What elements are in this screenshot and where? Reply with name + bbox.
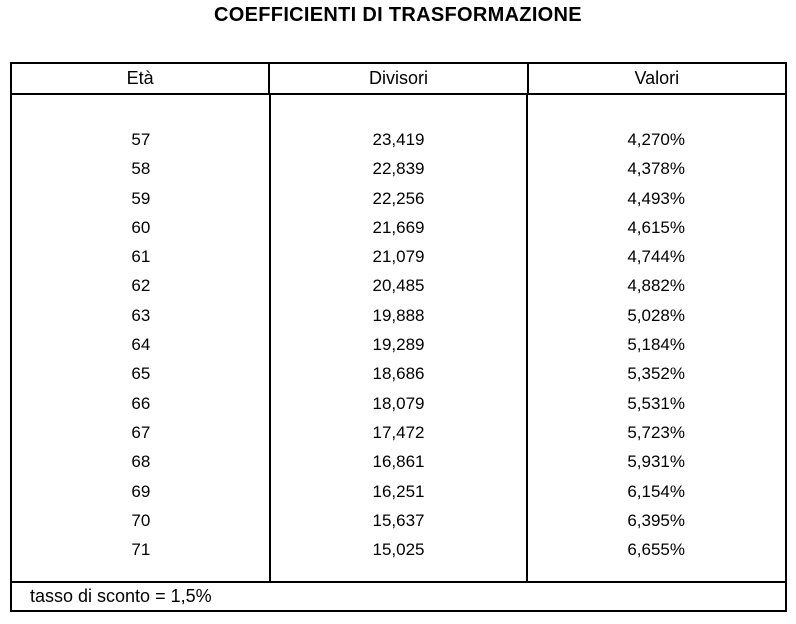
valore-cell: 4,744% [627, 247, 686, 267]
table-row: 68 16,861 5,931% [12, 447, 785, 476]
page-title: COEFFICIENTI DI TRASFORMAZIONE [214, 4, 582, 26]
valore-cell: 4,270% [627, 130, 686, 149]
eta-cell: 58 [131, 159, 151, 179]
divisore-cell: 17,472 [372, 422, 425, 442]
table-body-rows: 57 23,419 4,270% 58 22,839 4,378% 59 22,256 4,49… [12, 95, 785, 581]
valore-cell: 5,931% [627, 452, 686, 472]
eta-cell: 60 [131, 217, 151, 237]
header-cell-divisori: Divisori [268, 64, 526, 93]
eta-cell: 69 [131, 481, 151, 501]
divisore-cell: 21,079 [372, 247, 425, 267]
valore-cell: 6,655% [627, 540, 686, 560]
valore-cell: 5,028% [627, 305, 686, 325]
table-row: 67 17,472 5,723% [12, 418, 785, 447]
eta-cell: 65 [131, 364, 151, 384]
column-divider [268, 95, 271, 581]
divisore-cell: 19,888 [372, 305, 425, 325]
divisore-cell: 16,251 [372, 481, 425, 501]
divisore-cell: 15,025 [372, 540, 425, 560]
column-divider [526, 95, 529, 581]
header-cell-valori: Valori [526, 64, 785, 93]
table-row: 59 22,256 4,493% [12, 184, 785, 213]
table-row: 61 21,079 4,744% [12, 242, 785, 271]
coefficients-table: Età Divisori Valori 57 23,419 4,270% 58 22,8… [10, 62, 787, 612]
valore-cell: 5,723% [627, 422, 686, 442]
divisore-cell: 15,637 [372, 510, 425, 530]
table-row: 62 20,485 4,882% [12, 271, 785, 300]
eta-cell: 68 [131, 452, 151, 472]
divisore-cell: 18,079 [372, 393, 425, 413]
table-footer-discount-rate: tasso di sconto = 1,5% [12, 581, 785, 608]
eta-cell: 67 [131, 422, 151, 442]
eta-cell: 63 [131, 305, 151, 325]
eta-cell: 61 [131, 247, 151, 267]
divisore-cell: 21,669 [372, 217, 425, 237]
valore-cell: 5,352% [627, 364, 686, 384]
valore-cell: 5,184% [627, 335, 686, 355]
table-row: 64 19,289 5,184% [12, 330, 785, 359]
table-row: 71 15,025 6,655% [12, 535, 785, 564]
valore-cell: 6,395% [627, 510, 686, 530]
eta-cell: 66 [131, 393, 151, 413]
valore-cell: 4,493% [627, 188, 686, 208]
table-row: 60 21,669 4,615% [12, 213, 785, 242]
valore-cell: 4,615% [627, 217, 686, 237]
table-row: 58 22,839 4,378% [12, 154, 785, 183]
table-row: 69 16,251 6,154% [12, 477, 785, 506]
eta-cell: 70 [131, 510, 151, 530]
eta-cell: 59 [131, 188, 151, 208]
table-row: 70 15,637 6,395% [12, 506, 785, 535]
valore-cell: 5,531% [627, 393, 686, 413]
divisore-cell: 23,419 [372, 130, 425, 149]
table-row: 57 23,419 4,270% [12, 125, 785, 154]
divisore-cell: 20,485 [372, 276, 425, 296]
valore-cell: 4,378% [627, 159, 686, 179]
table-row: 66 18,079 5,531% [12, 389, 785, 418]
divisore-cell: 19,289 [372, 335, 425, 355]
eta-cell: 62 [131, 276, 151, 296]
eta-cell: 71 [131, 540, 151, 560]
divisore-cell: 18,686 [372, 364, 425, 384]
divisore-cell: 22,256 [372, 188, 425, 208]
header-cell-eta: Età [126, 68, 154, 88]
table-row: 65 18,686 5,352% [12, 359, 785, 388]
table-row: 63 19,888 5,028% [12, 301, 785, 330]
table-header-row: Età Divisori Valori [12, 64, 785, 95]
valore-cell: 6,154% [627, 481, 686, 501]
valore-cell: 4,882% [627, 276, 686, 296]
divisore-cell: 16,861 [372, 452, 425, 472]
eta-cell: 64 [131, 335, 151, 355]
divisore-cell: 22,839 [372, 159, 425, 179]
eta-cell: 57 [131, 130, 151, 149]
